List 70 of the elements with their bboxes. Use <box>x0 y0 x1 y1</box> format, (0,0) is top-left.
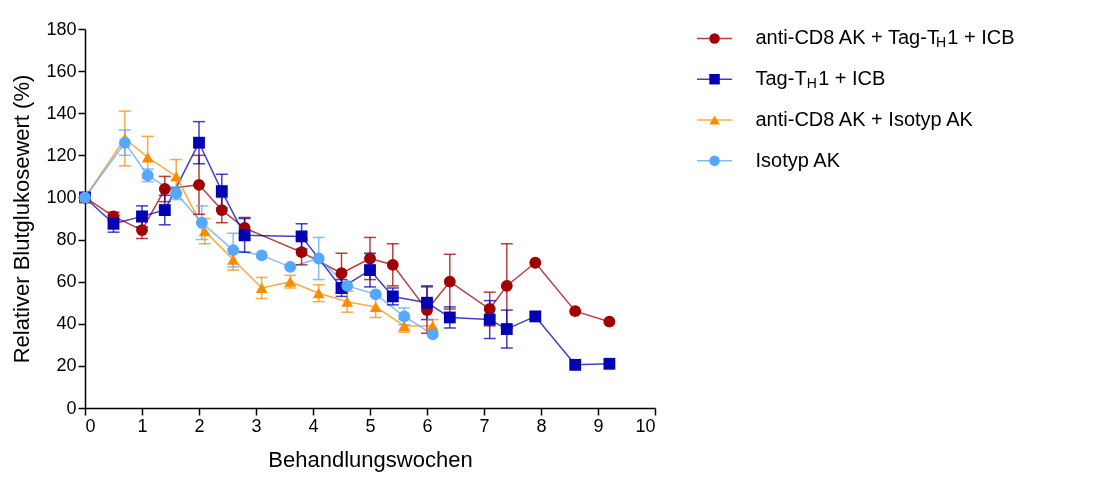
y-tick-label: 180 <box>46 18 77 39</box>
point <box>158 204 171 216</box>
y-tick-label: 40 <box>56 313 77 334</box>
x-tick-label: 2 <box>194 415 205 436</box>
point <box>227 254 240 265</box>
point <box>215 204 228 216</box>
point <box>215 185 228 198</box>
point <box>335 267 348 280</box>
point <box>118 136 131 149</box>
point <box>386 258 399 271</box>
point <box>255 249 268 262</box>
point <box>170 171 183 182</box>
point <box>603 315 616 328</box>
point <box>195 216 208 229</box>
point <box>312 288 325 299</box>
point <box>529 310 542 323</box>
x-tick-label: 5 <box>365 415 376 436</box>
point <box>500 323 513 335</box>
x-tick-label: 7 <box>479 415 490 436</box>
point <box>284 261 297 273</box>
point <box>141 152 154 163</box>
y-axis-title: Relativer Blutglukosewert (%) <box>9 74 35 364</box>
point <box>603 357 616 370</box>
point <box>295 246 308 259</box>
point <box>341 279 354 292</box>
point <box>227 244 240 256</box>
point <box>136 210 148 223</box>
point <box>193 136 205 149</box>
point <box>158 183 171 195</box>
legend-label: Isotyp AK <box>755 148 841 171</box>
point <box>443 275 456 288</box>
point <box>421 296 433 309</box>
y-tick-label: 60 <box>56 271 77 292</box>
point <box>483 303 496 315</box>
point <box>255 282 268 294</box>
x-tick-label: 3 <box>251 415 262 436</box>
y-tick-label: 160 <box>46 60 77 81</box>
point <box>341 296 354 307</box>
y-tick-label: 20 <box>56 355 77 376</box>
x-tick-label: 10 <box>635 415 656 436</box>
point <box>238 229 251 242</box>
x-tick-label: 4 <box>308 415 319 436</box>
x-tick-label: 9 <box>593 415 604 436</box>
point <box>364 252 376 265</box>
point <box>426 328 439 341</box>
point <box>483 313 496 326</box>
x-axis-title: Behandlungswochen <box>268 446 473 472</box>
point <box>500 279 513 292</box>
y-tick-label: 140 <box>46 102 77 123</box>
y-tick-label: 120 <box>46 144 77 165</box>
legend-label: anti-CD8 AK + Isotyp AK <box>755 107 974 130</box>
point <box>369 301 382 313</box>
point <box>569 358 582 371</box>
y-tick-label: 100 <box>46 186 77 207</box>
point <box>369 288 382 301</box>
point <box>198 226 211 237</box>
point <box>295 230 308 243</box>
point <box>312 252 325 265</box>
point <box>193 178 205 191</box>
x-tick-label: 0 <box>85 415 96 436</box>
y-tick-label: 0 <box>66 397 77 418</box>
point <box>136 224 148 236</box>
point <box>443 311 456 324</box>
point <box>529 256 542 269</box>
point <box>569 305 582 318</box>
point <box>364 264 376 276</box>
x-tick-label: 1 <box>137 415 148 436</box>
x-tick-label: 6 <box>422 415 433 436</box>
x-tick-label: 8 <box>536 415 547 436</box>
y-tick-label: 80 <box>56 229 77 250</box>
